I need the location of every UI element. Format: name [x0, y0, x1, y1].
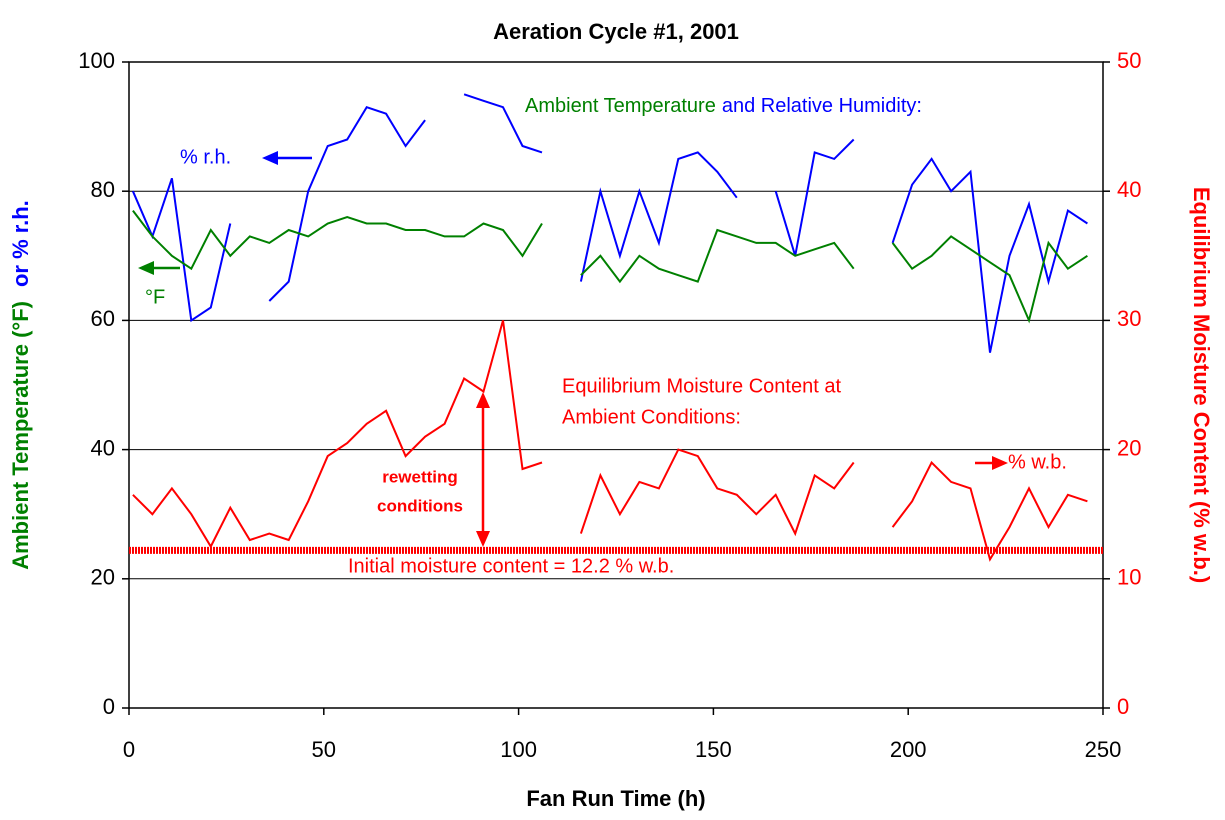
- y-tick-label: 0: [103, 694, 115, 719]
- series-line: [132, 320, 1088, 562]
- y2-tick-label: 40: [1117, 177, 1141, 202]
- y2-tick-label: 10: [1117, 565, 1141, 590]
- arrow-head: [138, 261, 154, 275]
- x-tick-label: 100: [500, 737, 537, 762]
- y-tick-label: 20: [91, 565, 115, 590]
- arrow-head: [992, 456, 1008, 470]
- y2-tick-label: 0: [1117, 694, 1129, 719]
- x-tick-label: 200: [890, 737, 927, 762]
- plot-frame: [128, 61, 1104, 709]
- y-tick-label: 60: [91, 306, 115, 331]
- x-tick-label: 250: [1085, 737, 1122, 762]
- annotation: Ambient Temperature and Relative Humidity…: [525, 95, 922, 117]
- y-label-temp: Ambient Temperature (°F): [8, 301, 33, 570]
- chart-title: Aeration Cycle #1, 2001: [493, 19, 739, 44]
- series-line: [131, 93, 1088, 353]
- y2-tick-label: 50: [1117, 48, 1141, 73]
- y2-tick-label: 20: [1117, 435, 1141, 460]
- arrow-head: [262, 151, 278, 165]
- arrow-head: [476, 531, 490, 547]
- annotation: conditions: [377, 496, 463, 515]
- annotation: rewetting: [382, 467, 458, 486]
- annotation: Ambient Conditions:: [562, 406, 741, 428]
- annotation-rh: and Relative Humidity:: [722, 95, 922, 117]
- y2-tick-label: 30: [1117, 306, 1141, 331]
- y-tick-label: 40: [91, 435, 115, 460]
- x-tick-label: 150: [695, 737, 732, 762]
- x-tick-label: 50: [312, 737, 336, 762]
- x-tick-label: 0: [123, 737, 135, 762]
- series-label: % w.b.: [1008, 451, 1067, 473]
- x-axis-label: Fan Run Time (h): [526, 786, 705, 811]
- annotation-temp: Ambient Temperature: [525, 95, 716, 117]
- y-axis-label: Ambient Temperature (°F) or % r.h.: [8, 200, 33, 570]
- series-label: % r.h.: [180, 146, 231, 168]
- arrows: [138, 151, 1008, 547]
- y2-axis-label: Equilibrium Moisture Content (% w.b.): [1189, 187, 1214, 583]
- y-label-rh: or % r.h.: [8, 200, 33, 287]
- reference-label: Initial moisture content = 12.2 % w.b.: [348, 556, 674, 578]
- series-line: [132, 209, 1088, 324]
- y-tick-label: 100: [78, 48, 115, 73]
- y-tick-label: 80: [91, 177, 115, 202]
- annotation: Equilibrium Moisture Content at: [562, 375, 841, 397]
- arrow-head: [476, 392, 490, 408]
- series-label: °F: [145, 286, 165, 308]
